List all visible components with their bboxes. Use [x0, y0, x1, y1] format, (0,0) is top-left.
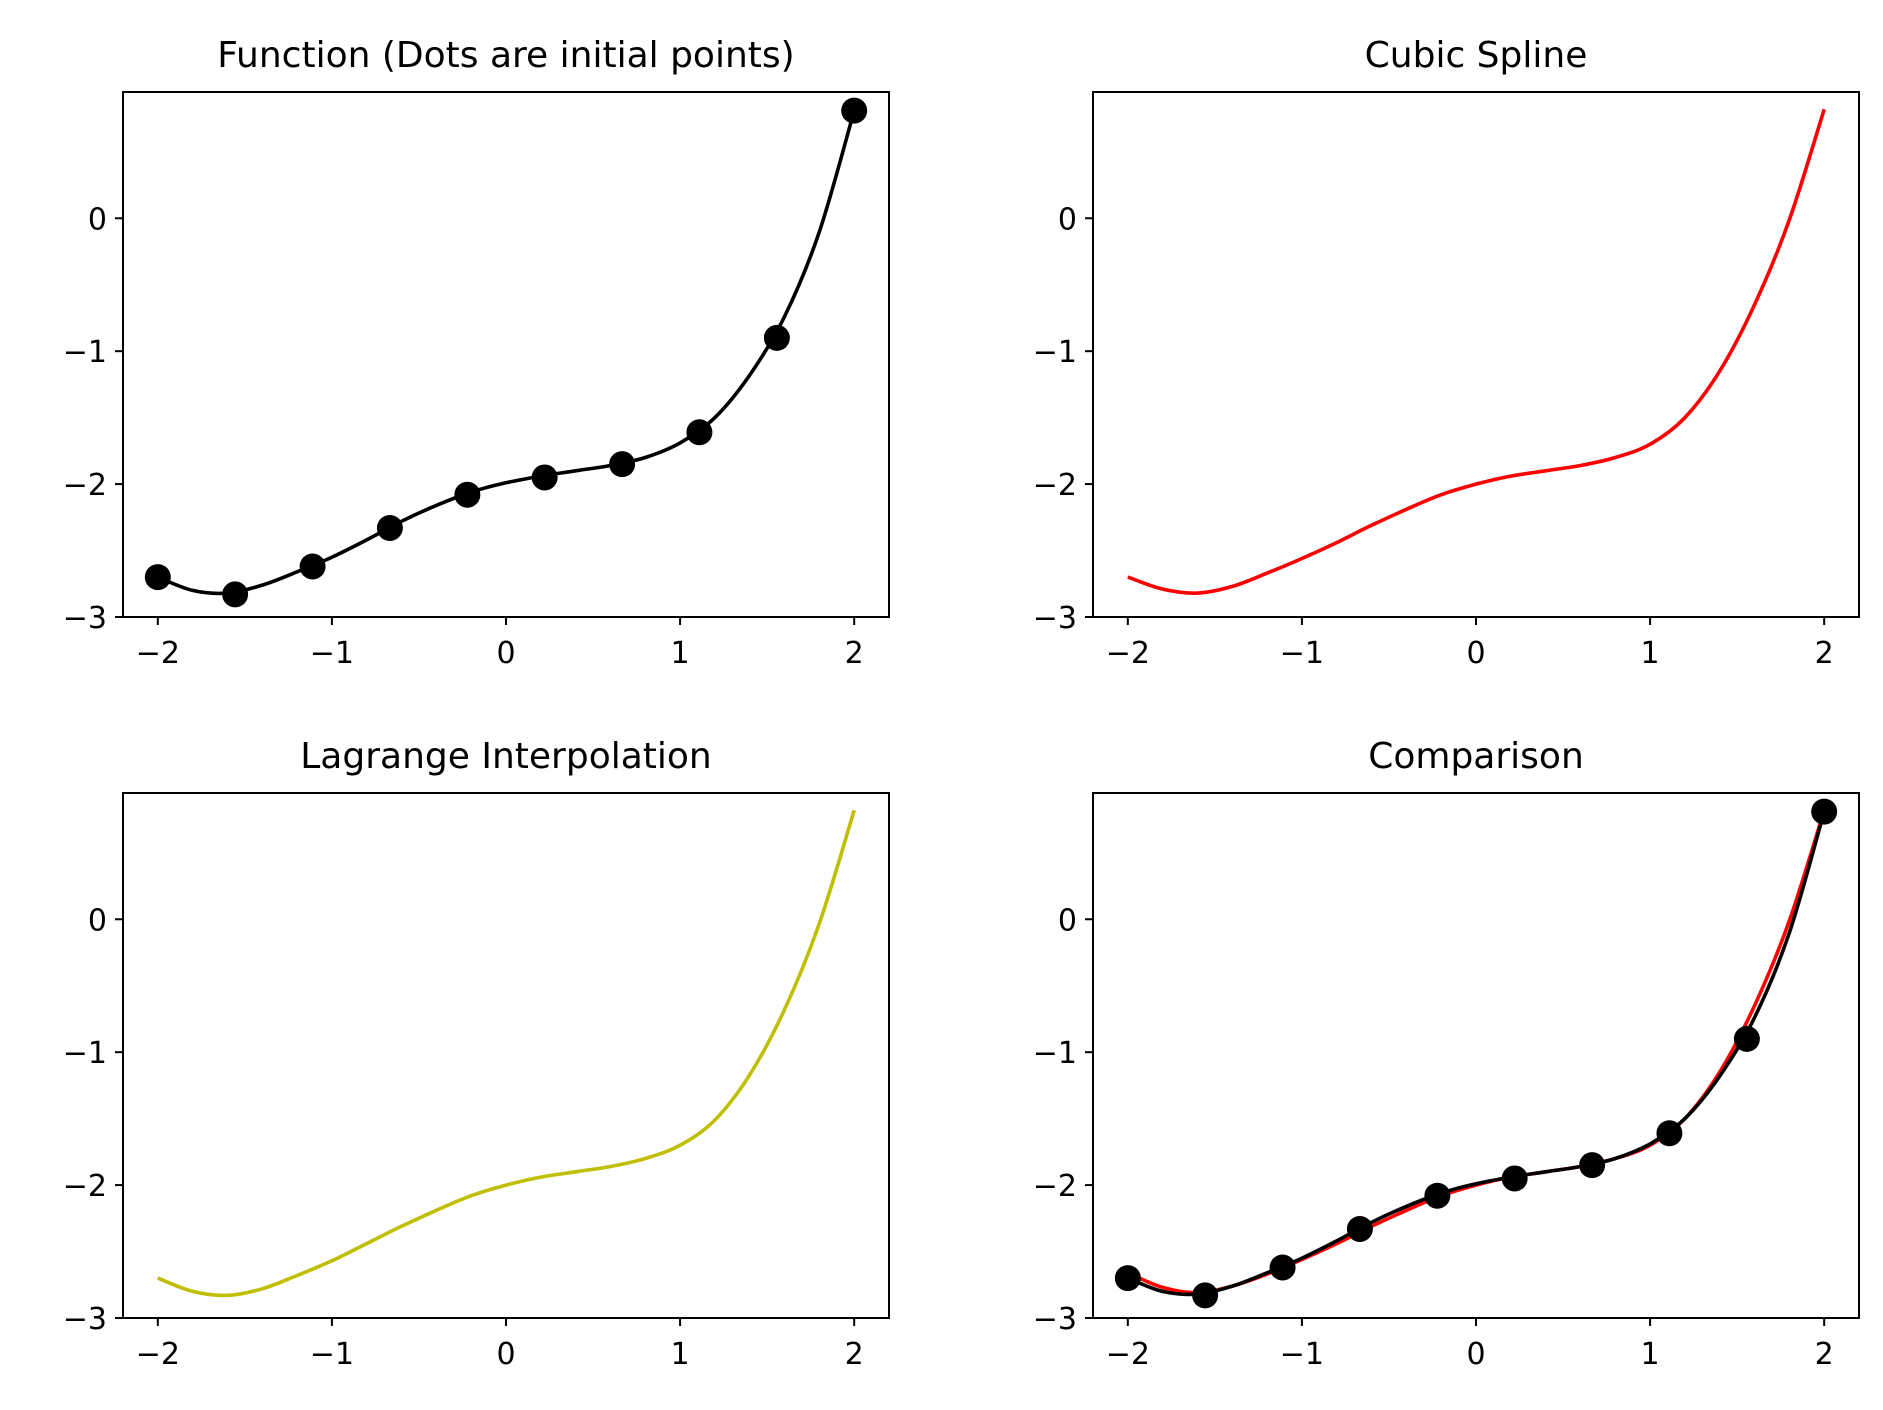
x-tick-label: 2 [845, 1337, 864, 1372]
x-tick-label: −1 [310, 636, 354, 671]
y-tick-label: −3 [1033, 1302, 1077, 1337]
y-tick-label: −1 [63, 1036, 107, 1071]
plot-area [1127, 108, 1826, 595]
data-point [1346, 1215, 1373, 1242]
y-tick-label: −2 [1033, 1169, 1077, 1204]
data-point [1192, 1282, 1219, 1309]
plot-area [157, 110, 856, 596]
data-point [144, 564, 171, 591]
y-tick-label: 0 [1058, 202, 1077, 237]
data-point [763, 324, 790, 351]
plot-area [1127, 809, 1826, 1297]
chart-title: Comparison [1368, 736, 1584, 777]
axes-frame [1092, 792, 1860, 1319]
y-tick-label: −1 [1033, 335, 1077, 370]
y-tick-label: 0 [88, 903, 107, 938]
y-tick-label: −2 [1033, 468, 1077, 503]
y-tick-label: −2 [63, 468, 107, 503]
y-tick-label: −3 [63, 1302, 107, 1337]
axes-frame [1092, 91, 1860, 618]
data-point [1269, 1254, 1296, 1281]
series-line-0 [157, 110, 856, 596]
series-line-0 [157, 809, 856, 1298]
data-point [1733, 1025, 1760, 1052]
x-tick-label: 1 [1641, 1337, 1660, 1372]
y-tick-label: −2 [63, 1169, 107, 1204]
subplot-function-dots-are-initial-points: Function (Dots are initial points) −2 −1 0 1… [63, 35, 890, 671]
data-point [841, 97, 868, 124]
x-tick-label: 0 [496, 1337, 515, 1372]
data-point [1656, 1120, 1683, 1147]
y-tick-label: 0 [88, 202, 107, 237]
y-tick-label: 0 [1058, 903, 1077, 938]
x-tick-label: 0 [1466, 1337, 1485, 1372]
y-tick-label: −3 [63, 601, 107, 636]
x-tick-label: −1 [310, 1337, 354, 1372]
chart-title: Cubic Spline [1365, 35, 1588, 76]
chart-title: Function (Dots are initial points) [217, 35, 794, 76]
y-tick-label: −3 [1033, 601, 1077, 636]
subplot-comparison: Comparison −2 −1 0 1 2 −3 −2 −1 0 [1033, 736, 1860, 1372]
y-tick-label: −1 [63, 335, 107, 370]
y-tick-label: −1 [1033, 1036, 1077, 1071]
subplot-cubic-spline: Cubic Spline −2 −1 0 1 2 −3 −2 −1 0 [1033, 35, 1860, 671]
x-tick-label: 1 [1641, 636, 1660, 671]
x-tick-label: −1 [1280, 1337, 1324, 1372]
data-point [299, 553, 326, 580]
subplot-lagrange-interpolation: Lagrange Interpolation −2 −1 0 1 2 −3 −2 −1 0 [63, 736, 890, 1372]
axes-frame [122, 91, 890, 618]
x-tick-label: 0 [496, 636, 515, 671]
data-point [1579, 1152, 1606, 1179]
data-point [222, 581, 249, 608]
data-point [1501, 1165, 1528, 1192]
data-point [531, 464, 558, 491]
x-tick-label: 1 [671, 636, 690, 671]
data-point [1424, 1182, 1451, 1209]
x-tick-label: −2 [136, 636, 180, 671]
x-tick-label: 2 [1815, 636, 1834, 671]
series-line-0 [1127, 108, 1826, 595]
x-tick-label: −2 [136, 1337, 180, 1372]
x-tick-label: 0 [1466, 636, 1485, 671]
data-point [1811, 798, 1838, 825]
data-point [454, 481, 481, 508]
data-point [686, 419, 713, 446]
data-point [1114, 1265, 1141, 1292]
x-tick-label: 2 [1815, 1337, 1834, 1372]
series-line-0 [1127, 809, 1826, 1295]
series-line-1 [1127, 811, 1826, 1297]
chart-title: Lagrange Interpolation [300, 736, 712, 777]
x-tick-label: −2 [1106, 636, 1150, 671]
data-point [609, 451, 636, 478]
axes-frame [122, 792, 890, 1319]
x-tick-label: −1 [1280, 636, 1324, 671]
plot-area [157, 809, 856, 1298]
x-tick-label: −2 [1106, 1337, 1150, 1372]
x-tick-label: 2 [845, 636, 864, 671]
x-tick-label: 1 [671, 1337, 690, 1372]
data-point [376, 514, 403, 541]
